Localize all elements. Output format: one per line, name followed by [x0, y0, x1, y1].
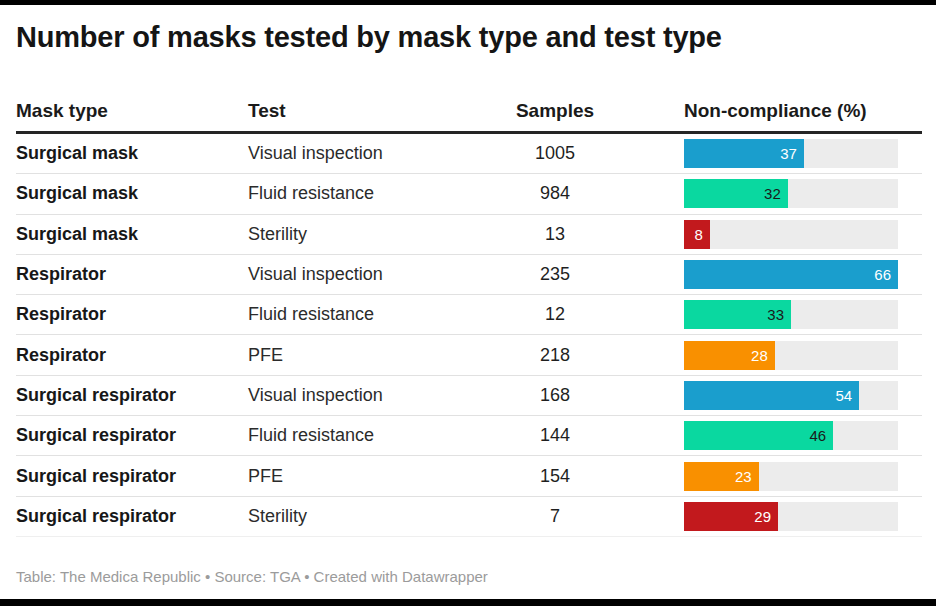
table-row: Surgical mask Fluid resistance 984 32 — [16, 174, 922, 214]
bar-track: 66 — [684, 260, 898, 289]
bar-track: 54 — [684, 381, 898, 410]
samples-cell: 13 — [496, 224, 684, 245]
samples-cell: 168 — [496, 385, 684, 406]
mask-type-cell: Surgical mask — [16, 143, 248, 164]
bar-track: 28 — [684, 341, 898, 370]
bar-value-label: 8 — [684, 220, 710, 249]
bottom-border-bar — [0, 599, 936, 606]
bar-fill: 29 — [684, 502, 778, 531]
page-title: Number of masks tested by mask type and … — [16, 20, 922, 55]
samples-cell: 235 — [496, 264, 684, 285]
test-cell: Fluid resistance — [248, 183, 496, 204]
bar-track: 8 — [684, 220, 898, 249]
chart-content: Number of masks tested by mask type and … — [0, 0, 936, 585]
footer-attribution: Table: The Medica Republic • Source: TGA… — [16, 568, 922, 585]
bar-value-label: 33 — [684, 300, 791, 329]
top-border-bar — [0, 0, 936, 5]
non-compliance-cell: 32 — [684, 179, 922, 208]
bar-value-label: 54 — [684, 381, 859, 410]
non-compliance-cell: 66 — [684, 260, 922, 289]
samples-cell: 144 — [496, 425, 684, 446]
table-body: Surgical mask Visual inspection 1005 37 … — [16, 134, 922, 537]
mask-type-cell: Surgical respirator — [16, 385, 248, 406]
test-cell: Fluid resistance — [248, 425, 496, 446]
bar-value-label: 37 — [684, 139, 804, 168]
samples-cell: 1005 — [496, 143, 684, 164]
non-compliance-cell: 8 — [684, 220, 922, 249]
non-compliance-cell: 23 — [684, 462, 922, 491]
bar-value-label: 28 — [684, 341, 775, 370]
test-cell: PFE — [248, 466, 496, 487]
test-cell: Sterility — [248, 224, 496, 245]
mask-type-cell: Surgical respirator — [16, 466, 248, 487]
table-row: Surgical mask Visual inspection 1005 37 — [16, 134, 922, 174]
samples-cell: 12 — [496, 304, 684, 325]
table-row: Surgical mask Sterility 13 8 — [16, 215, 922, 255]
samples-cell: 7 — [496, 506, 684, 527]
test-cell: PFE — [248, 345, 496, 366]
bar-track: 46 — [684, 421, 898, 450]
datawrapper-table-chart: Number of masks tested by mask type and … — [0, 0, 936, 606]
samples-cell: 154 — [496, 466, 684, 487]
column-header-test: Test — [248, 99, 496, 123]
non-compliance-cell: 28 — [684, 341, 922, 370]
non-compliance-cell: 54 — [684, 381, 922, 410]
bar-fill: 33 — [684, 300, 791, 329]
non-compliance-cell: 46 — [684, 421, 922, 450]
bar-value-label: 23 — [684, 462, 759, 491]
table-row: Respirator Visual inspection 235 66 — [16, 255, 922, 295]
mask-type-cell: Surgical respirator — [16, 506, 248, 527]
column-header-samples: Samples — [496, 99, 684, 123]
test-cell: Visual inspection — [248, 264, 496, 285]
bar-fill: 8 — [684, 220, 710, 249]
mask-type-cell: Respirator — [16, 345, 248, 366]
column-header-mask-type: Mask type — [16, 99, 248, 123]
table-row: Surgical respirator Fluid resistance 144… — [16, 416, 922, 456]
bar-fill: 37 — [684, 139, 804, 168]
mask-type-cell: Surgical mask — [16, 224, 248, 245]
bar-fill: 28 — [684, 341, 775, 370]
bar-value-label: 32 — [684, 179, 788, 208]
table-row: Surgical respirator Visual inspection 16… — [16, 376, 922, 416]
bar-track: 33 — [684, 300, 898, 329]
mask-type-cell: Surgical mask — [16, 183, 248, 204]
mask-type-cell: Respirator — [16, 304, 248, 325]
bar-value-label: 29 — [684, 502, 778, 531]
bar-track: 37 — [684, 139, 898, 168]
column-header-non-compliance: Non-compliance (%) — [684, 99, 922, 123]
samples-cell: 218 — [496, 345, 684, 366]
bar-value-label: 46 — [684, 421, 833, 450]
non-compliance-cell: 37 — [684, 139, 922, 168]
table-header-row: Mask type Test Samples Non-compliance (%… — [16, 99, 922, 134]
table-row: Respirator PFE 218 28 — [16, 335, 922, 375]
table-row: Surgical respirator PFE 154 23 — [16, 456, 922, 496]
bar-fill: 46 — [684, 421, 833, 450]
test-cell: Visual inspection — [248, 385, 496, 406]
bar-fill: 23 — [684, 462, 759, 491]
non-compliance-cell: 33 — [684, 300, 922, 329]
bar-track: 29 — [684, 502, 898, 531]
mask-type-cell: Surgical respirator — [16, 425, 248, 446]
table-row: Surgical respirator Sterility 7 29 — [16, 497, 922, 537]
bar-track: 23 — [684, 462, 898, 491]
bar-track: 32 — [684, 179, 898, 208]
non-compliance-cell: 29 — [684, 502, 922, 531]
samples-cell: 984 — [496, 183, 684, 204]
table-row: Respirator Fluid resistance 12 33 — [16, 295, 922, 335]
bar-value-label: 66 — [684, 260, 898, 289]
mask-type-cell: Respirator — [16, 264, 248, 285]
bar-fill: 66 — [684, 260, 898, 289]
bar-fill: 54 — [684, 381, 859, 410]
test-cell: Sterility — [248, 506, 496, 527]
test-cell: Fluid resistance — [248, 304, 496, 325]
bar-fill: 32 — [684, 179, 788, 208]
test-cell: Visual inspection — [248, 143, 496, 164]
